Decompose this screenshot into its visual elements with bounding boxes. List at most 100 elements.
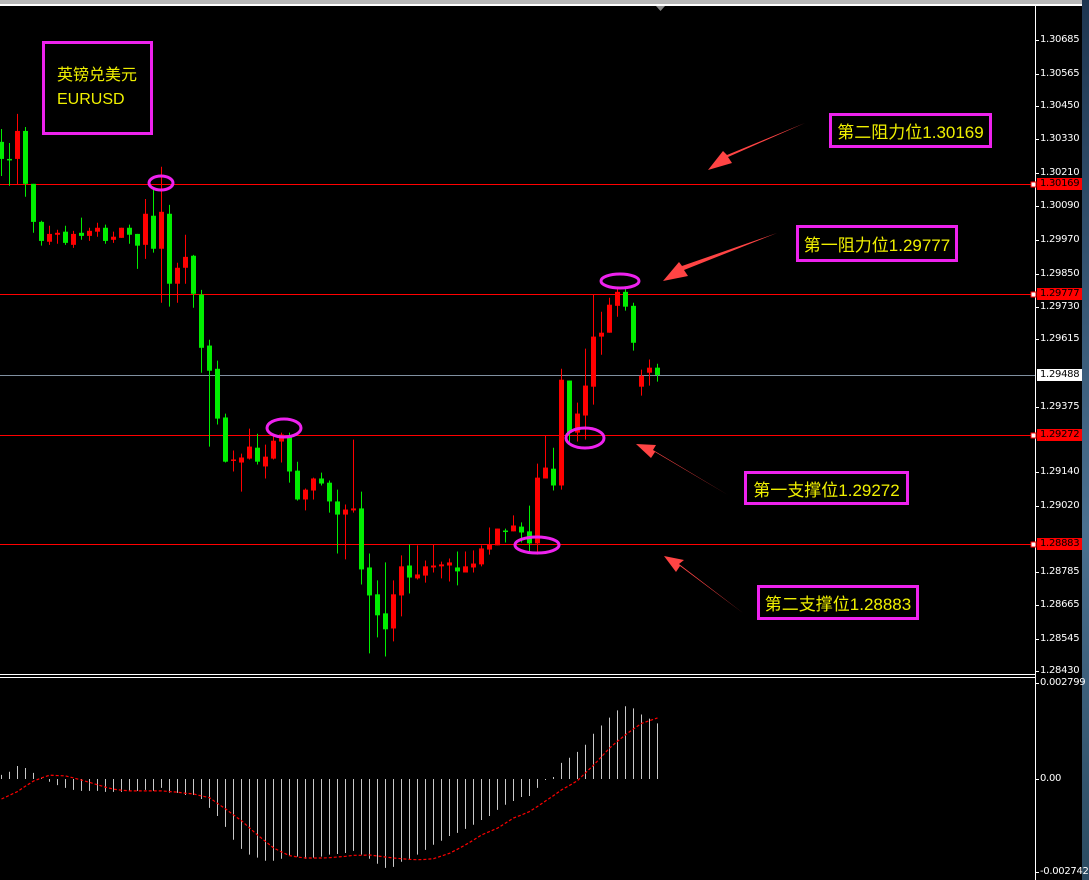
candle-body: [423, 566, 428, 576]
candle-body: [15, 130, 20, 159]
axis-tick: [1035, 74, 1039, 75]
candle-body: [431, 565, 436, 568]
candle: [631, 302, 636, 351]
price-tick-label: 1.30330: [1040, 133, 1080, 144]
candle: [79, 217, 84, 240]
candle: [583, 348, 588, 440]
candle-body: [7, 158, 12, 161]
candle: [463, 551, 468, 573]
arrow-icon: [636, 444, 728, 495]
candle-body: [31, 183, 36, 222]
candle: [231, 450, 236, 472]
candle-body: [647, 367, 652, 373]
candle: [223, 413, 228, 463]
candle: [615, 287, 620, 317]
support-1-text: 第一支撑位1.29272: [753, 480, 900, 500]
candle: [311, 477, 316, 500]
candle-body: [359, 508, 364, 570]
axis-tick: [1035, 106, 1039, 107]
candle-body: [343, 509, 348, 515]
candle: [367, 553, 372, 654]
candle-body: [599, 332, 604, 337]
candle: [647, 359, 652, 386]
price-tick-label: 1.29140: [1040, 466, 1080, 477]
candle: [39, 220, 44, 246]
candle-body: [295, 470, 300, 500]
candle-body: [487, 544, 492, 550]
level-line-handle: [1030, 181, 1037, 188]
candle-body: [575, 413, 580, 433]
chart-frame: [0, 6, 1036, 880]
candle-body: [183, 256, 188, 268]
arrow-icon: [708, 123, 805, 170]
candle-body: [471, 563, 476, 568]
candle: [119, 227, 124, 238]
candle: [319, 472, 324, 486]
candle: [63, 225, 68, 245]
candle: [559, 368, 564, 490]
resistance-1-text: 第一阻力位1.29777: [803, 236, 951, 255]
price-tick-label: 1.30565: [1040, 68, 1080, 79]
candle-body: [607, 304, 612, 333]
candle: [375, 580, 380, 638]
candle: [599, 311, 604, 355]
candle: [207, 339, 212, 447]
candle: [255, 433, 260, 465]
candle-body: [591, 336, 596, 387]
candle: [127, 224, 132, 244]
candle-body: [239, 457, 244, 463]
candle-body: [127, 227, 132, 235]
axis-tick: [1035, 872, 1039, 873]
candle-body: [567, 380, 572, 433]
candle: [455, 551, 460, 586]
candle: [15, 113, 20, 185]
candle-body: [551, 468, 556, 486]
candle-body: [207, 345, 212, 371]
symbol-title-box: 英镑兑美元 EURUSD: [42, 41, 153, 135]
candle-body: [119, 227, 124, 238]
axis-tick: [1035, 472, 1039, 473]
candle: [135, 233, 140, 269]
price-tick-label: 1.29020: [1040, 500, 1080, 511]
support-2-label: 第二支撑位1.28883: [757, 585, 919, 620]
price-tick-label: 1.29850: [1040, 268, 1080, 279]
price-tick-label: 1.30450: [1040, 100, 1080, 111]
candle-body: [191, 255, 196, 294]
window-top-bar: [0, 0, 1089, 4]
symbol-name-cn: 英镑兑美元: [57, 67, 138, 84]
candle-body: [415, 574, 420, 579]
highlight-circle: [513, 535, 561, 555]
candle-body: [255, 447, 260, 462]
candle: [167, 204, 172, 307]
macd-indicator: [0, 706, 658, 868]
price-tick-label: 1.30090: [1040, 200, 1080, 211]
axis-tick: [1035, 572, 1039, 573]
candle: [7, 142, 12, 186]
macd-axis-label: -0.002742: [1040, 866, 1089, 877]
candle-body: [167, 213, 172, 284]
price-tick-label: 1.28665: [1040, 599, 1080, 610]
candle: [575, 402, 580, 442]
candle: [0, 128, 4, 176]
candle-body: [519, 526, 524, 533]
candle: [87, 227, 92, 241]
candle-body: [47, 233, 52, 242]
candle-body: [79, 232, 84, 236]
candle-body: [247, 446, 252, 459]
chart-shift-marker-icon[interactable]: [656, 6, 665, 11]
resistance-2-text: 第二阻力位1.30169: [837, 123, 984, 142]
highlight-circle: [147, 174, 175, 192]
candle-body: [159, 211, 164, 249]
arrow-icon: [664, 556, 743, 613]
candle: [103, 224, 108, 244]
axis-tick: [1035, 274, 1039, 275]
candle: [247, 428, 252, 460]
candle: [159, 166, 164, 303]
axis-tick: [1035, 779, 1039, 780]
candle: [487, 527, 492, 555]
highlight-circle: [265, 417, 303, 439]
candle: [23, 127, 28, 197]
candles: [0, 113, 660, 657]
candle-body: [303, 489, 308, 500]
